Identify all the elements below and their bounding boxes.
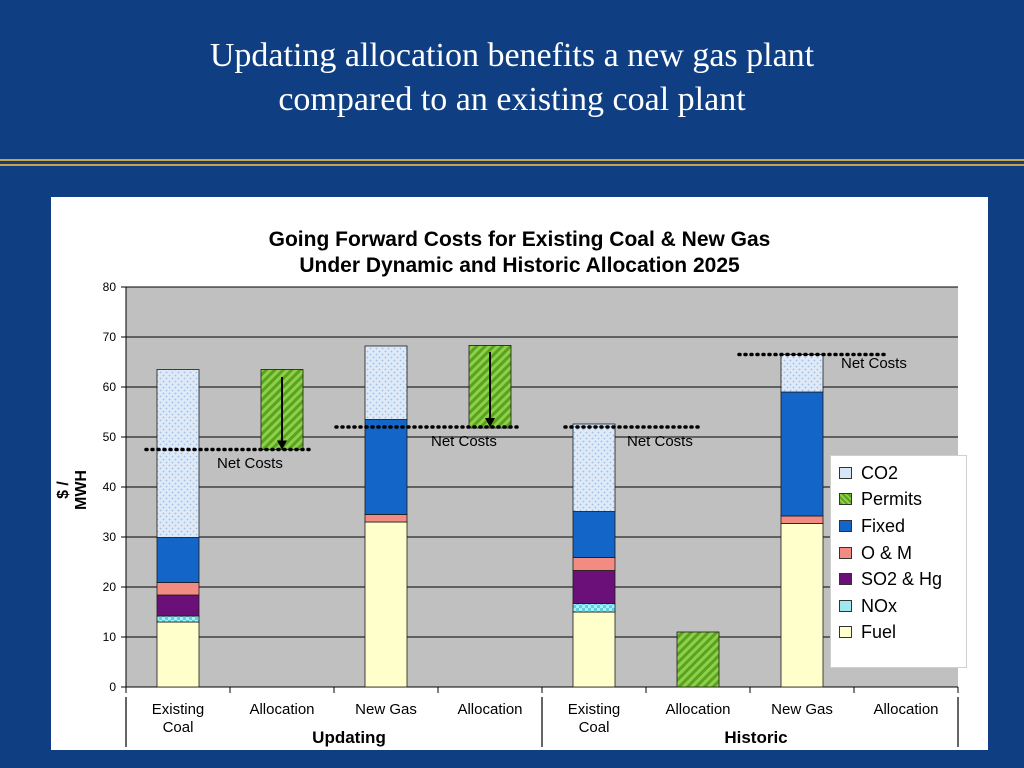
net-costs-label-4: Net Costs <box>841 355 907 372</box>
legend-item-om: O & M <box>839 540 912 566</box>
bar-segment-fixed <box>780 391 824 517</box>
bar-segment-permits <box>676 631 720 688</box>
arrow-head <box>277 440 287 450</box>
y-tick-label: 50 <box>103 430 117 444</box>
accent-rule-top <box>0 159 1024 161</box>
legend-item-nox: NOx <box>839 593 897 619</box>
chart-title-line1: Going Forward Costs for Existing Coal & … <box>268 228 771 251</box>
x-tick-label: Allocation <box>665 701 730 718</box>
bar-segment-fuel <box>364 521 408 688</box>
legend-item-permits: Permits <box>839 486 922 512</box>
legend-label-nox: NOx <box>861 595 897 616</box>
x-tick-label: Coal <box>163 719 194 736</box>
chart-legend: CO2 Permits Fixed O & M SO2 & Hg NOx Fue… <box>830 455 967 668</box>
accent-rule-bottom <box>0 164 1024 166</box>
legend-label-permits: Permits <box>861 488 923 509</box>
slide-title-line1: Updating allocation benefits a new gas p… <box>209 37 815 74</box>
group-label-historic: Historic <box>724 728 788 747</box>
net-costs-label-1: Net Costs <box>217 455 283 472</box>
x-tick-label: Allocation <box>457 701 522 718</box>
legend-swatch-om <box>839 547 852 559</box>
legend-swatch-co2 <box>839 467 852 479</box>
bar-segment-co2 <box>364 345 408 420</box>
y-tick-label: 70 <box>103 330 117 344</box>
legend-label-om: O & M <box>861 542 913 563</box>
slide-title: Updating allocation benefits a new gas p… <box>0 34 1024 122</box>
net-costs-label-3: Net Costs <box>627 433 693 450</box>
bar-segment-fuel <box>780 523 824 688</box>
x-tick-label: Allocation <box>249 701 314 718</box>
bar-segment-fuel <box>572 611 616 688</box>
bar-segment-fixed <box>572 511 616 558</box>
bar-segment-co2 <box>156 369 200 538</box>
y-tick-label: 60 <box>103 380 117 394</box>
legend-label-so2-hg: SO2 & Hg <box>861 568 943 589</box>
y-tick-label: 0 <box>109 680 116 694</box>
legend-swatch-nox <box>839 600 852 612</box>
bar-segment-o-m <box>156 582 200 596</box>
legend-swatch-fixed <box>839 520 852 532</box>
y-tick-label: 40 <box>103 480 117 494</box>
bar-segment-fixed <box>156 537 200 583</box>
legend-item-fixed: Fixed <box>839 513 905 539</box>
legend-item-so2-hg: SO2 & Hg <box>839 566 942 592</box>
legend-item-co2: CO2 <box>839 460 898 486</box>
legend-swatch-permits <box>839 493 852 505</box>
y-tick-label: 20 <box>103 580 117 594</box>
slide-title-line2: compared to an existing coal plant <box>278 81 746 118</box>
arrow-head <box>485 418 495 427</box>
bar-segment-nox <box>156 615 200 623</box>
legend-swatch-fuel <box>839 626 852 638</box>
bar-segment-so2-hg <box>156 594 200 617</box>
bar-segment-so2-hg <box>572 570 616 604</box>
x-tick-label: Existing <box>152 701 205 718</box>
x-tick-label: New Gas <box>771 701 833 718</box>
y-tick-label: 80 <box>103 280 117 294</box>
bar-segment-co2 <box>572 423 616 512</box>
x-tick-label: Existing <box>568 701 621 718</box>
legend-label-fuel: Fuel <box>861 621 897 642</box>
x-tick-label: Allocation <box>873 701 938 718</box>
y-axis-label: $ / MWH <box>55 470 90 510</box>
legend-item-fuel: Fuel <box>839 619 896 645</box>
bar-segment-co2 <box>780 354 824 393</box>
x-tick-label: Coal <box>579 719 610 736</box>
bar-segment-fixed <box>364 419 408 515</box>
y-tick-label: 30 <box>103 530 117 544</box>
bar-segment-nox <box>572 603 616 613</box>
chart-panel: 0 10 20 30 40 50 60 70 80 Existing Coal Allocation N… <box>51 197 988 750</box>
chart-title: Going Forward Costs for Existing Coal & … <box>51 227 988 279</box>
chart-title-line2: Under Dynamic and Historic Allocation 20… <box>299 254 740 277</box>
bar-segment-fuel <box>156 621 200 688</box>
y-tick-label: 10 <box>103 630 117 644</box>
group-label-updating: Updating <box>312 728 386 747</box>
legend-label-fixed: Fixed <box>861 515 906 536</box>
legend-label-co2: CO2 <box>861 462 899 483</box>
bar-segment-o-m <box>780 515 824 524</box>
bar-segment-o-m <box>364 514 408 523</box>
legend-swatch-so2-hg <box>839 573 852 585</box>
bar-segment-o-m <box>572 557 616 571</box>
net-costs-label-2: Net Costs <box>431 433 497 450</box>
x-tick-label: New Gas <box>355 701 417 718</box>
